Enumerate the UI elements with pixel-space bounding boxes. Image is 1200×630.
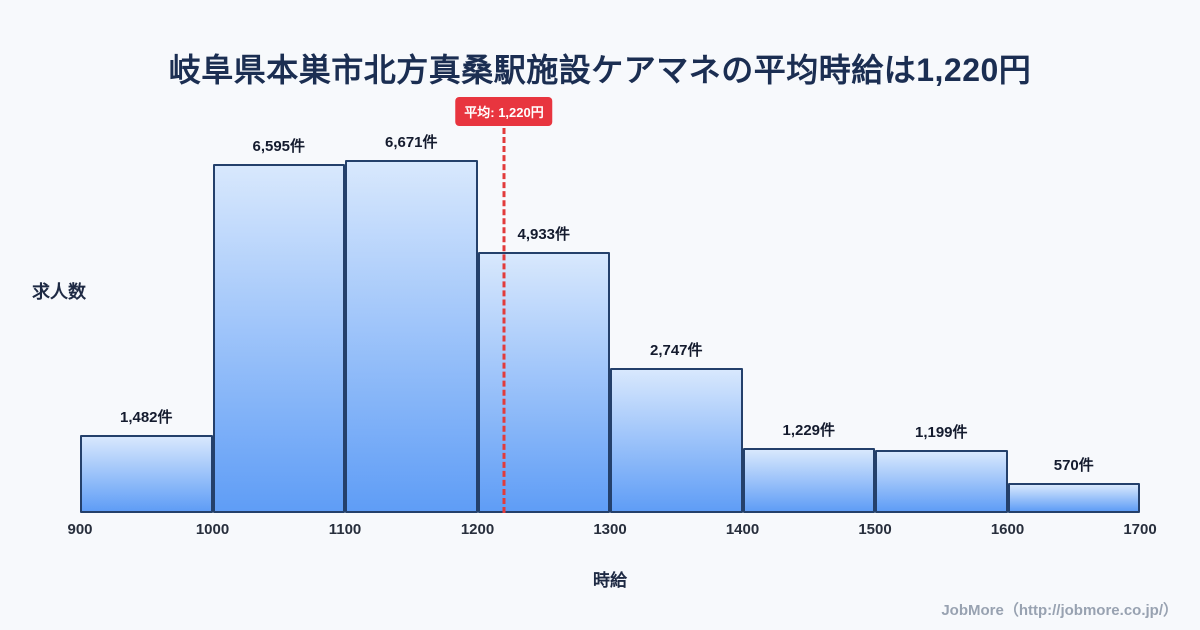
x-axis-label: 時給 xyxy=(593,571,627,590)
average-badge: 平均: 1,220円 xyxy=(455,97,553,126)
x-tick: 1200 xyxy=(460,521,495,538)
bar-value-label: 6,595件 xyxy=(252,138,306,155)
x-tick: 900 xyxy=(67,521,93,538)
x-axis-ticks: 900 1000 1100 1200 1300 1400 1500 1600 1700 xyxy=(67,521,1156,541)
average-line xyxy=(502,128,506,513)
x-tick: 1100 xyxy=(328,521,362,538)
histogram-bar xyxy=(610,368,743,513)
bar-value-label: 2,747件 xyxy=(649,342,703,359)
x-tick: 1600 xyxy=(990,521,1025,538)
histogram-bar xyxy=(345,160,478,513)
x-tick: 1700 xyxy=(1123,521,1157,538)
bar-value-label: 1,199件 xyxy=(914,424,968,441)
bar-value-label: 4,933件 xyxy=(517,226,571,243)
bar-value-label: 6,671件 xyxy=(384,134,438,151)
bar-value-label: 570件 xyxy=(1053,457,1094,474)
histogram-bar xyxy=(477,252,610,513)
histogram-bar xyxy=(1007,483,1140,513)
bar-value-label: 1,229件 xyxy=(782,422,836,439)
page-title: 岐阜県本巣市北方真桑駅施設ケアマネの平均時給は1,220円 xyxy=(168,52,1032,89)
histogram-bar xyxy=(80,435,213,513)
histogram-bar xyxy=(875,450,1008,513)
plot-area: 平均: 1,220円 1,482件 6,595件 6,671件 4,933件 2,747… xyxy=(80,97,1140,513)
x-tick: 1000 xyxy=(195,521,230,538)
footer-credit: JobMore（http://jobmore.co.jp/） xyxy=(941,602,1178,619)
histogram-bar xyxy=(212,164,345,513)
x-tick: 1400 xyxy=(725,521,760,538)
x-tick: 1300 xyxy=(593,521,627,538)
bar-value-label: 1,482件 xyxy=(119,409,173,426)
x-tick: 1500 xyxy=(858,521,892,538)
y-axis-label: 求人数 xyxy=(32,282,86,302)
histogram-bar xyxy=(742,448,875,513)
